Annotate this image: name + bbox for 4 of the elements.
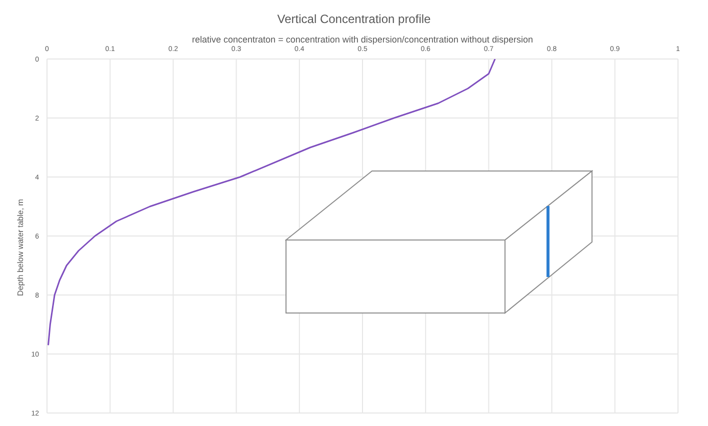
x-axis-title: relative concentraton = concentration with dispersion/concentration without dispersion (192, 34, 533, 44)
line-series (48, 59, 496, 346)
chart-title: Vertical Concentration profile (276, 11, 432, 28)
y-axis-title: Depth below water table, m (16, 198, 25, 296)
